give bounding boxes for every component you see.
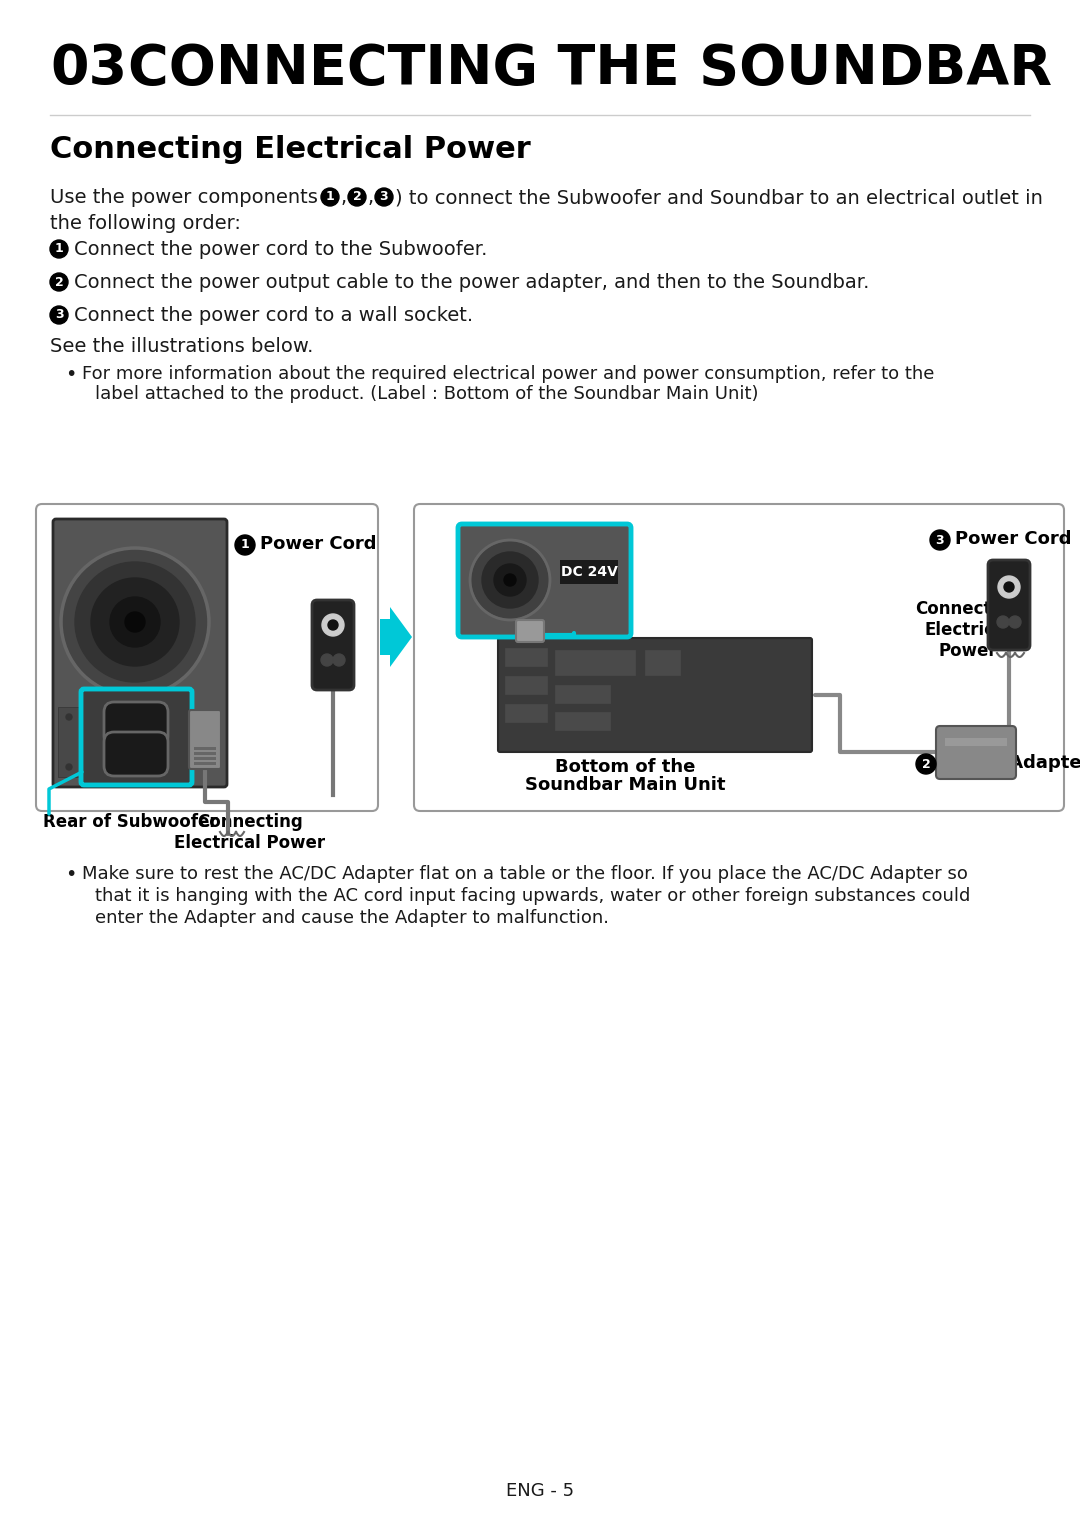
Circle shape — [1004, 582, 1014, 591]
FancyBboxPatch shape — [104, 732, 168, 777]
FancyBboxPatch shape — [936, 726, 1016, 778]
Text: 3: 3 — [380, 190, 389, 204]
Bar — [561, 561, 618, 584]
FancyBboxPatch shape — [81, 689, 192, 784]
Circle shape — [930, 530, 950, 550]
Bar — [505, 648, 546, 666]
Circle shape — [63, 550, 207, 694]
Text: Bottom of the: Bottom of the — [555, 758, 696, 777]
Circle shape — [494, 564, 526, 596]
Text: ENG - 5: ENG - 5 — [505, 1481, 575, 1500]
Text: Power Cord: Power Cord — [260, 535, 377, 553]
Circle shape — [66, 764, 72, 771]
Bar — [58, 706, 80, 777]
Circle shape — [1009, 616, 1021, 628]
Text: Make sure to rest the AC/DC Adapter flat on a table or the floor. If you place t: Make sure to rest the AC/DC Adapter flat… — [82, 866, 968, 882]
Text: 3: 3 — [55, 308, 64, 322]
Text: enter the Adapter and cause the Adapter to malfunction.: enter the Adapter and cause the Adapter … — [95, 908, 609, 927]
Text: DC 24V: DC 24V — [561, 565, 618, 579]
Bar — [194, 761, 216, 764]
Bar — [505, 676, 546, 694]
Text: Power Cord: Power Cord — [955, 530, 1071, 548]
Bar — [555, 712, 610, 731]
Text: Connect the power cord to a wall socket.: Connect the power cord to a wall socket. — [75, 306, 473, 325]
Bar — [555, 685, 610, 703]
Circle shape — [333, 654, 345, 666]
Text: AC/DC Adapter: AC/DC Adapter — [941, 754, 1080, 772]
Polygon shape — [380, 607, 411, 666]
Circle shape — [472, 542, 548, 617]
Text: ,: , — [368, 188, 374, 207]
Bar — [645, 650, 680, 676]
FancyBboxPatch shape — [414, 504, 1064, 810]
Circle shape — [997, 616, 1009, 628]
Bar — [194, 757, 216, 760]
Text: 2: 2 — [921, 757, 930, 771]
Circle shape — [482, 552, 538, 608]
Circle shape — [50, 241, 68, 257]
FancyBboxPatch shape — [189, 709, 221, 769]
Circle shape — [916, 754, 936, 774]
Text: Connect the power output cable to the power adapter, and then to the Soundbar.: Connect the power output cable to the po… — [75, 273, 869, 293]
Text: CONNECTING THE SOUNDBAR: CONNECTING THE SOUNDBAR — [129, 41, 1052, 97]
Text: Connecting
Electrical
Power: Connecting Electrical Power — [915, 601, 1021, 660]
Text: ,: , — [341, 188, 347, 207]
FancyBboxPatch shape — [53, 519, 227, 787]
Circle shape — [322, 614, 345, 636]
Text: ) to connect the Subwoofer and Soundbar to an electrical outlet in: ) to connect the Subwoofer and Soundbar … — [395, 188, 1043, 207]
Text: Connecting Electrical Power: Connecting Electrical Power — [50, 135, 530, 164]
Text: •: • — [65, 365, 77, 385]
Text: Connecting
Electrical Power: Connecting Electrical Power — [175, 813, 325, 852]
Text: that it is hanging with the AC cord input facing upwards, water or other foreign: that it is hanging with the AC cord inpu… — [95, 887, 970, 905]
Circle shape — [50, 273, 68, 291]
Text: 1: 1 — [241, 539, 249, 552]
FancyBboxPatch shape — [312, 601, 354, 689]
Circle shape — [66, 714, 72, 720]
Circle shape — [75, 562, 195, 682]
Text: Soundbar Main Unit: Soundbar Main Unit — [525, 777, 726, 794]
Text: Rear of Subwoofer: Rear of Subwoofer — [43, 813, 217, 830]
Text: 1: 1 — [55, 242, 64, 256]
Circle shape — [375, 188, 393, 205]
Circle shape — [110, 597, 160, 647]
Circle shape — [504, 574, 516, 587]
Bar — [945, 738, 1007, 746]
FancyBboxPatch shape — [988, 561, 1030, 650]
Circle shape — [50, 306, 68, 323]
Text: 3: 3 — [935, 533, 944, 547]
Circle shape — [998, 576, 1020, 597]
Text: Use the power components (: Use the power components ( — [50, 188, 332, 207]
Bar — [194, 752, 216, 755]
Bar — [194, 748, 216, 751]
Circle shape — [235, 535, 255, 555]
Bar — [505, 705, 546, 722]
FancyBboxPatch shape — [104, 702, 168, 746]
FancyBboxPatch shape — [498, 637, 812, 752]
Circle shape — [348, 188, 366, 205]
Circle shape — [321, 188, 339, 205]
FancyBboxPatch shape — [516, 620, 544, 642]
Text: POWER: POWER — [110, 702, 162, 715]
Text: the following order:: the following order: — [50, 214, 241, 233]
Text: 03: 03 — [50, 41, 127, 97]
Text: 2: 2 — [353, 190, 362, 204]
Circle shape — [91, 578, 179, 666]
Text: 2: 2 — [55, 276, 64, 288]
Text: See the illustrations below.: See the illustrations below. — [50, 337, 313, 355]
Text: 1: 1 — [326, 190, 335, 204]
Circle shape — [328, 620, 338, 630]
Bar — [555, 650, 635, 676]
Circle shape — [125, 611, 145, 633]
FancyBboxPatch shape — [36, 504, 378, 810]
Text: •: • — [65, 866, 77, 884]
Circle shape — [321, 654, 333, 666]
Text: Connect the power cord to the Subwoofer.: Connect the power cord to the Subwoofer. — [75, 241, 487, 259]
Text: For more information about the required electrical power and power consumption, : For more information about the required … — [82, 365, 934, 383]
FancyBboxPatch shape — [458, 524, 631, 637]
Text: label attached to the product. (Label : Bottom of the Soundbar Main Unit): label attached to the product. (Label : … — [95, 385, 758, 403]
